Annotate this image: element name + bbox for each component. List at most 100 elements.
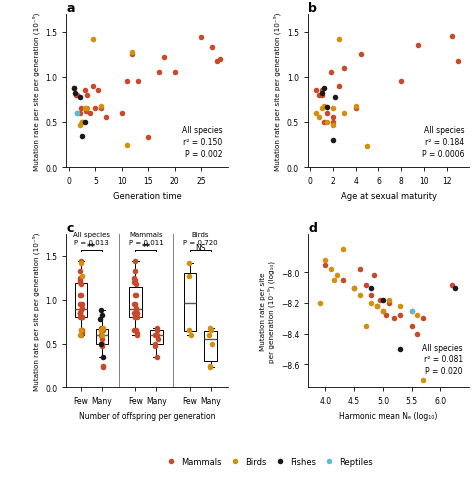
Point xyxy=(133,330,141,337)
Point xyxy=(324,104,331,111)
X-axis label: Harmonic mean Nₑ (log₁₀): Harmonic mean Nₑ (log₁₀) xyxy=(339,411,438,420)
Point xyxy=(408,322,416,330)
Point xyxy=(131,257,139,265)
Point xyxy=(123,142,131,150)
Point xyxy=(327,69,335,77)
Point xyxy=(73,110,81,118)
Point xyxy=(89,83,97,91)
Point xyxy=(362,281,369,289)
Point xyxy=(82,108,90,116)
Point xyxy=(76,274,84,282)
Point xyxy=(341,110,348,118)
Point xyxy=(79,327,86,334)
Point xyxy=(216,56,223,63)
Point xyxy=(131,301,139,308)
Y-axis label: Mutation rate per site per generation (10⁻⁹): Mutation rate per site per generation (1… xyxy=(32,12,40,170)
Point xyxy=(206,331,213,339)
Point xyxy=(335,36,343,44)
X-axis label: Number of offspring per generation: Number of offspring per generation xyxy=(79,411,215,420)
Point xyxy=(396,312,404,319)
Text: Birds: Birds xyxy=(191,232,209,238)
Point xyxy=(77,277,84,285)
Point xyxy=(84,106,91,113)
Point xyxy=(99,363,107,371)
Text: **: ** xyxy=(87,242,96,251)
Point xyxy=(73,110,81,118)
Point xyxy=(133,331,140,339)
Point xyxy=(316,114,323,122)
Y-axis label: Mutation rate per site per generation (10⁻⁹): Mutation rate per site per generation (1… xyxy=(274,12,282,170)
Point xyxy=(329,137,337,145)
Point xyxy=(78,133,86,140)
Point xyxy=(130,279,138,287)
Point xyxy=(78,272,86,280)
Point xyxy=(320,85,328,92)
Point xyxy=(97,340,105,348)
Text: All species
r² = 0.150
P = 0.002: All species r² = 0.150 P = 0.002 xyxy=(182,126,223,159)
Point xyxy=(76,309,83,317)
Point xyxy=(76,301,84,308)
Point xyxy=(76,93,83,101)
Point xyxy=(320,103,328,110)
Point xyxy=(364,143,371,151)
Point xyxy=(324,119,331,127)
Point xyxy=(102,114,110,122)
Point xyxy=(385,300,392,307)
Point xyxy=(118,110,126,118)
Text: Mammals: Mammals xyxy=(129,232,163,238)
Legend: Mammals, Birds, Fishes, Reptiles: Mammals, Birds, Fishes, Reptiles xyxy=(159,454,376,469)
X-axis label: Generation time: Generation time xyxy=(112,191,182,200)
Point xyxy=(207,363,214,371)
Point xyxy=(454,58,462,65)
PathPatch shape xyxy=(204,332,217,361)
Point xyxy=(77,331,84,339)
Point xyxy=(71,85,78,92)
Text: P = 0.720: P = 0.720 xyxy=(183,240,218,246)
Point xyxy=(133,292,140,300)
Point xyxy=(81,87,89,95)
Point xyxy=(451,284,459,292)
Point xyxy=(318,106,326,113)
Point xyxy=(97,331,105,339)
Point xyxy=(151,340,159,348)
PathPatch shape xyxy=(96,330,108,344)
Point xyxy=(72,92,80,100)
Point xyxy=(128,51,136,59)
Point xyxy=(132,280,139,288)
Point xyxy=(379,307,387,315)
Point xyxy=(151,331,159,339)
Point xyxy=(316,92,323,100)
Point xyxy=(376,296,384,304)
Point xyxy=(397,78,405,86)
Point xyxy=(123,78,131,86)
PathPatch shape xyxy=(129,287,142,318)
Point xyxy=(132,314,139,321)
Point xyxy=(185,327,192,334)
Point xyxy=(312,110,320,118)
Point xyxy=(131,267,138,275)
Point xyxy=(78,280,85,288)
Point xyxy=(321,257,329,264)
Text: NS: NS xyxy=(195,244,206,253)
Point xyxy=(97,103,104,110)
Point xyxy=(154,327,161,334)
Text: b: b xyxy=(308,1,317,15)
Point xyxy=(131,314,138,321)
Point xyxy=(128,49,136,57)
Point xyxy=(382,312,390,319)
PathPatch shape xyxy=(75,283,87,318)
Point xyxy=(208,340,216,348)
Point xyxy=(339,246,346,254)
Point xyxy=(132,305,139,313)
Point xyxy=(208,44,216,52)
Point xyxy=(318,90,326,98)
Point xyxy=(98,340,106,348)
Point xyxy=(76,292,84,300)
Point xyxy=(152,343,159,350)
Point xyxy=(100,327,107,334)
Point xyxy=(97,327,104,334)
Point xyxy=(98,340,105,348)
Point xyxy=(329,106,337,113)
Point xyxy=(374,302,381,310)
Point xyxy=(76,121,83,129)
